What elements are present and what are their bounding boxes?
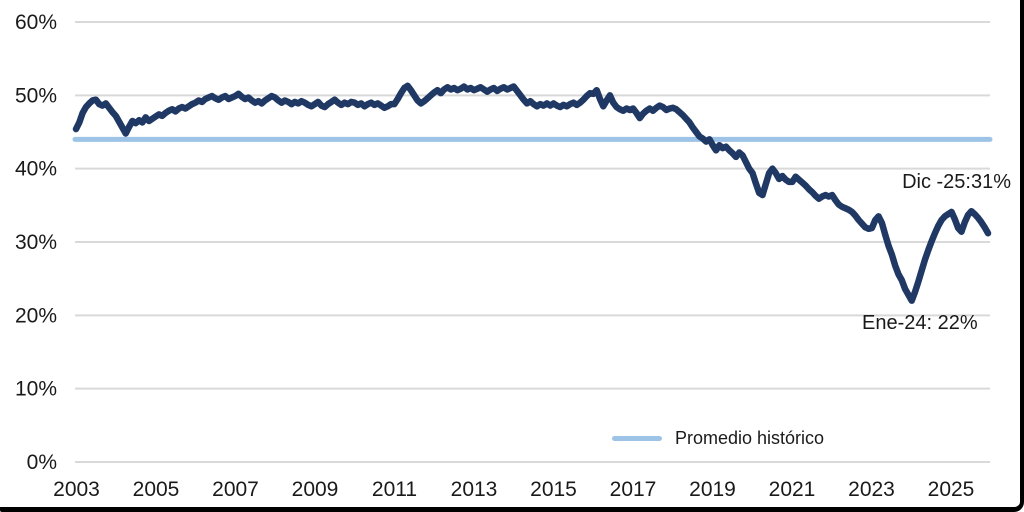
legend-label: Promedio histórico (675, 427, 825, 448)
x-axis-tick-label: 2023 (848, 478, 895, 501)
x-axis-tick-label: 2003 (53, 478, 100, 501)
legend: Promedio histórico (612, 427, 824, 449)
x-axis-tick-label: 2025 (928, 478, 975, 501)
annotation-ene-24: Ene-24: 22% (862, 312, 978, 334)
x-axis-tick-label: 2007 (212, 478, 259, 501)
x-axis-tick-label: 2013 (451, 478, 498, 501)
x-axis-tick-label: 2021 (769, 478, 816, 501)
y-axis-tick-label: 0% (27, 451, 57, 474)
x-axis-tick-label: 2019 (689, 478, 736, 501)
y-axis-tick-label: 10% (15, 378, 57, 401)
y-axis-tick-label: 20% (15, 304, 57, 327)
x-axis-tick-label: 2009 (292, 478, 339, 501)
x-axis-tick-label: 2015 (530, 478, 577, 501)
x-axis-tick-label: 2017 (610, 478, 657, 501)
y-axis-tick-label: 50% (15, 84, 57, 107)
y-axis-tick-label: 30% (15, 231, 57, 254)
x-axis-tick-label: 2011 (372, 478, 417, 501)
annotation-dic-25: Dic -25:31% (902, 171, 1011, 193)
y-axis-tick-label: 60% (15, 11, 57, 34)
main-series-line (72, 82, 992, 304)
legend-line-swatch (612, 435, 662, 441)
x-axis-tick-label: 2005 (133, 478, 180, 501)
y-axis-tick-label: 40% (15, 158, 57, 181)
